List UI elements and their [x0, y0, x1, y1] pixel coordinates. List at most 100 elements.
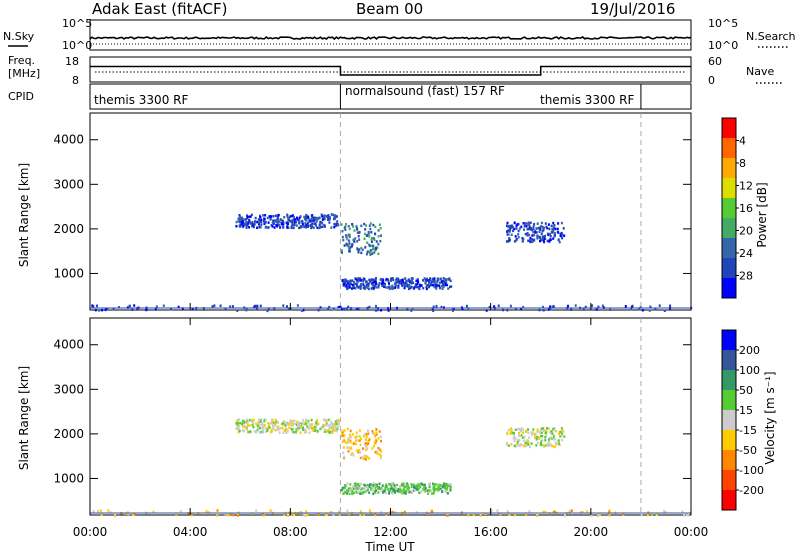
power-point-0-98: [321, 225, 324, 228]
velocity-point-2-77: [388, 490, 391, 493]
power-point-0-41: [248, 226, 251, 229]
velocity-point-1-85: [342, 451, 345, 455]
velocity-point-0-148: [294, 431, 297, 434]
power-colorbar-tick-label-0: 4: [739, 135, 746, 148]
velocity-point-1-29: [355, 431, 358, 434]
velocity-point-4-51: [528, 510, 531, 513]
velocity-point-4-30: [99, 509, 102, 512]
velocity-point-1-36: [359, 437, 362, 440]
velocity-point-2-171: [360, 489, 363, 493]
power-point-2-83: [425, 286, 428, 289]
power-point-1-86: [349, 245, 352, 249]
velocity-point-0-220: [329, 426, 332, 430]
power-point-3-75: [533, 233, 536, 237]
power-point-4-95: [406, 308, 409, 311]
velocity-point-3-106: [555, 430, 558, 433]
velocity-point-2-75: [384, 487, 387, 491]
velocity-point-3-87: [536, 428, 539, 431]
power-point-4-76: [96, 304, 98, 308]
velocity-point-2-240: [373, 490, 376, 493]
power-point-0-258: [324, 225, 326, 228]
power-point-0-209: [330, 226, 333, 229]
power-point-3-68: [529, 236, 532, 240]
power-point-2-201: [410, 286, 413, 289]
velocity-point-0-111: [303, 431, 306, 434]
velocity-point-3-57: [553, 445, 556, 449]
power-point-4-68: [465, 304, 468, 308]
power-point-2-153: [370, 278, 373, 281]
power-point-1-32: [368, 235, 371, 238]
power-point-3-34: [547, 223, 550, 226]
velocity-point-1-64: [359, 456, 362, 460]
power-point-2-196: [431, 277, 434, 281]
power-point-2-278: [428, 280, 431, 284]
velocity-point-0-71: [302, 419, 305, 422]
velocity-point-0-127: [265, 427, 268, 430]
power-point-4-126: [591, 304, 593, 307]
velocity-point-2-274: [432, 490, 435, 493]
power-point-2-2: [355, 285, 358, 288]
power-point-0-64: [314, 222, 317, 226]
velocity-point-1-73: [371, 430, 374, 433]
power-point-0-271: [286, 226, 289, 229]
power-point-2-138: [380, 282, 383, 285]
power-point-2-260: [411, 279, 413, 282]
velocity-point-0-125: [298, 421, 300, 424]
power-point-2-242: [403, 284, 406, 287]
power-point-0-283: [246, 215, 249, 219]
velocity-point-4-72: [175, 512, 178, 516]
power-point-0-168: [246, 217, 249, 220]
power-point-0-215: [262, 219, 265, 223]
power-point-2-88: [422, 286, 425, 290]
power-point-1-48: [348, 242, 351, 245]
power-point-4-65: [213, 304, 216, 307]
velocity-point-0-103: [327, 418, 330, 422]
velocity-point-1-71: [347, 436, 350, 440]
velocity-point-2-0: [342, 488, 345, 491]
velocity-point-4-118: [293, 513, 296, 516]
velocity-point-0-275: [310, 425, 313, 429]
velocity-point-0-254: [261, 424, 264, 427]
power-point-4-80: [112, 307, 115, 311]
velocity-point-2-264: [355, 491, 358, 494]
power-point-0-155: [243, 222, 246, 226]
velocity-y-label: Slant Range [km]: [17, 366, 31, 470]
power-point-2-293: [397, 278, 400, 281]
power-point-1-101: [371, 252, 374, 255]
velocity-point-2-32: [341, 486, 344, 490]
power-point-2-233: [359, 277, 362, 280]
velocity-point-2-113: [380, 486, 383, 490]
velocity-point-1-60: [354, 442, 357, 446]
velocity-point-1-91: [364, 432, 367, 436]
velocity-point-3-56: [521, 436, 524, 439]
velocity-point-1-65: [351, 433, 354, 436]
power-colorbar-segment-8: [722, 278, 736, 299]
velocity-point-3-12: [513, 439, 516, 443]
power-point-0-164: [264, 220, 267, 224]
power-point-2-162: [357, 286, 360, 289]
velocity-point-0-277: [258, 419, 260, 422]
velocity-point-2-39: [390, 484, 393, 488]
power-point-2-258: [349, 279, 352, 282]
velocity-point-2-281: [417, 484, 420, 488]
power-point-2-14: [416, 278, 419, 281]
velocity-point-2-192: [423, 488, 426, 491]
velocity-point-4-37: [687, 514, 690, 517]
velocity-point-4-114: [317, 513, 320, 517]
velocity-point-0-55: [255, 422, 258, 425]
power-point-3-58: [552, 237, 555, 240]
velocity-point-4-9: [568, 511, 571, 514]
velocity-point-2-222: [406, 484, 409, 488]
velocity-point-2-208: [424, 486, 427, 490]
power-point-1-33: [346, 238, 349, 241]
velocity-point-0-168: [315, 425, 317, 428]
velocity-point-0-230: [257, 426, 260, 430]
velocity-point-0-280: [308, 427, 311, 430]
power-point-1-1: [342, 238, 345, 242]
power-point-2-246: [365, 280, 368, 284]
power-point-3-69: [541, 235, 544, 238]
velocity-point-1-94: [343, 434, 346, 438]
velocity-point-1-98: [378, 430, 381, 433]
velocity-point-3-22: [542, 427, 545, 430]
power-point-0-182: [320, 221, 323, 224]
